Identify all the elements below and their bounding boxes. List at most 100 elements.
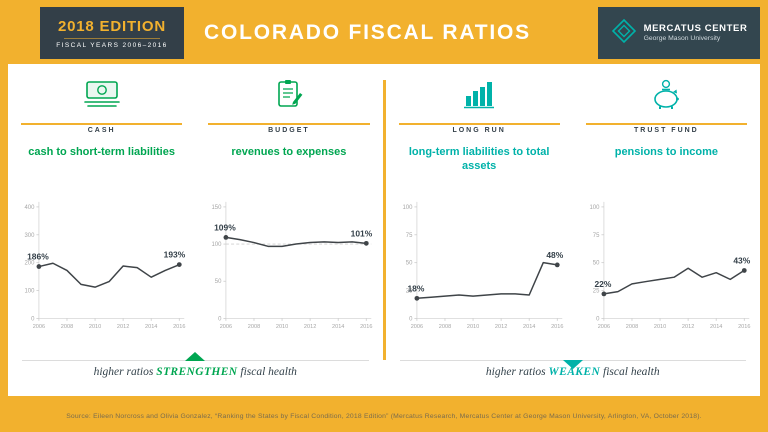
svg-text:2006: 2006 [597, 324, 609, 330]
svg-text:50: 50 [593, 261, 600, 267]
line-chart-svg: 0 25 50 75 100 2006 2008 2010 2012 2014 2016 18% 48% [402, 201, 563, 330]
svg-text:2006: 2006 [410, 324, 422, 330]
svg-text:2010: 2010 [466, 324, 478, 330]
panel-budget: BUDGET revenues to expenses 0 50 100 150 200… [195, 77, 382, 360]
svg-text:100: 100 [24, 289, 35, 295]
svg-text:2016: 2016 [173, 324, 185, 330]
panel-label-long-run: LONG RUN [395, 119, 564, 135]
badge-divider [64, 37, 160, 39]
svg-text:2010: 2010 [654, 324, 666, 330]
logo-subname: George Mason University [643, 34, 721, 42]
svg-text:400: 400 [24, 205, 35, 211]
svg-text:2014: 2014 [145, 324, 157, 330]
svg-text:0: 0 [218, 316, 222, 322]
svg-text:2014: 2014 [710, 324, 722, 330]
panel-trust-fund: TRUST FUND pensions to income 0 25 50 75 100… [573, 77, 760, 360]
page-title: COLORADO FISCAL RATIOS [204, 21, 531, 44]
svg-text:48%: 48% [546, 250, 563, 260]
svg-text:25: 25 [593, 289, 600, 295]
panel-title-trust-fund: pensions to income [614, 146, 719, 158]
right-panels: LONG RUN long-term liabilities to total … [386, 77, 761, 360]
caption-prefix: higher ratios [93, 366, 157, 378]
logo-text: MERCATUS CENTER George Mason University [644, 23, 748, 43]
svg-text:100: 100 [589, 205, 600, 211]
panel-title-cash: cash to short-term liabilities [28, 146, 175, 158]
edition-title: 2018 EDITION [58, 17, 166, 35]
svg-text:50: 50 [405, 261, 412, 267]
svg-text:2016: 2016 [551, 324, 563, 330]
svg-text:300: 300 [24, 233, 35, 239]
svg-text:2010: 2010 [276, 324, 288, 330]
caption-prefix: higher ratios [485, 366, 549, 378]
svg-text:101%: 101% [351, 228, 373, 238]
panel-label-text: BUDGET [260, 127, 318, 134]
header: 2018 EDITION FISCAL YEARS 2006–2016 COLO… [40, 7, 760, 59]
svg-text:2008: 2008 [626, 324, 638, 330]
caption-emphasis: STRENGTHEN [156, 366, 238, 378]
bar-chart-icon [462, 77, 496, 111]
svg-text:193%: 193% [164, 250, 186, 260]
source-citation: Source: Eileen Norcross and Olivia Gonza… [66, 413, 702, 420]
svg-text:75: 75 [405, 233, 412, 239]
panel-title-budget: revenues to expenses [231, 146, 347, 158]
svg-text:2014: 2014 [523, 324, 535, 330]
caption-suffix: fiscal health [600, 366, 660, 378]
caption-emphasis: WEAKEN [548, 366, 601, 378]
panel-label-budget: BUDGET [204, 119, 373, 135]
panel-long-run: LONG RUN long-term liabilities to total … [386, 77, 573, 360]
svg-text:2012: 2012 [494, 324, 506, 330]
trust-fund-chart: 0 25 50 75 100 2006 2008 2010 2012 2014 2016 22% 43% [582, 187, 751, 336]
panel-label-text: TRUST FUND [626, 127, 707, 134]
svg-text:43%: 43% [733, 255, 750, 265]
svg-text:150: 150 [212, 205, 223, 211]
line-chart-svg: 0 25 50 75 100 2006 2008 2010 2012 2014 2016 22% 43% [589, 201, 750, 330]
svg-text:109%: 109% [214, 222, 236, 232]
svg-text:186%: 186% [27, 252, 49, 262]
long-run-chart: 0 25 50 75 100 2006 2008 2010 2012 2014 2016 18% 48% [395, 187, 564, 336]
left-panels: CASH cash to short-term liabilities 0 100… [8, 77, 383, 360]
strengthen-up-triangle-icon [185, 352, 206, 361]
panel-label-cash: CASH [17, 119, 186, 135]
weaken-half: LONG RUN long-term liabilities to total … [386, 64, 761, 396]
svg-text:2006: 2006 [220, 324, 232, 330]
cash-money-icon [80, 77, 124, 111]
svg-text:2006: 2006 [33, 324, 45, 330]
fiscal-years-label: FISCAL YEARS 2006–2016 [56, 41, 168, 49]
caption-suffix: fiscal health [237, 366, 297, 378]
svg-text:50: 50 [215, 279, 222, 285]
svg-text:2012: 2012 [117, 324, 129, 330]
line-chart-svg: 0 50 100 150 2006 2008 2010 2012 2014 2016 109% 101… [212, 201, 373, 330]
center-divider [382, 80, 386, 360]
panel-label-text: LONG RUN [444, 127, 514, 134]
svg-text:2012: 2012 [682, 324, 694, 330]
svg-text:75: 75 [593, 233, 600, 239]
panel-label-trust-fund: TRUST FUND [582, 119, 751, 135]
svg-text:100: 100 [212, 242, 223, 248]
svg-text:2008: 2008 [438, 324, 450, 330]
weaken-caption: higher ratios WEAKEN fiscal health [399, 360, 746, 389]
svg-text:0: 0 [409, 316, 413, 322]
weaken-down-triangle-icon [562, 360, 583, 369]
piggy-bank-icon [648, 77, 684, 111]
svg-text:2008: 2008 [248, 324, 260, 330]
svg-text:2014: 2014 [332, 324, 344, 330]
strengthen-half: CASH cash to short-term liabilities 0 100… [8, 64, 383, 396]
svg-text:2016: 2016 [738, 324, 750, 330]
svg-text:200: 200 [24, 261, 35, 267]
budget-clipboard-icon [273, 77, 305, 111]
svg-text:22%: 22% [594, 279, 611, 289]
svg-text:0: 0 [31, 316, 35, 322]
svg-text:2010: 2010 [89, 324, 101, 330]
edition-badge: 2018 EDITION FISCAL YEARS 2006–2016 [40, 7, 184, 59]
mercatus-logo-icon [611, 18, 637, 49]
svg-text:2012: 2012 [304, 324, 316, 330]
content-card: CASH cash to short-term liabilities 0 100… [8, 64, 760, 396]
svg-text:2016: 2016 [360, 324, 372, 330]
panel-title-long-run: long-term liabilities to total assets [408, 146, 550, 173]
panel-cash: CASH cash to short-term liabilities 0 100… [8, 77, 195, 360]
svg-text:100: 100 [402, 205, 413, 211]
svg-text:0: 0 [596, 316, 600, 322]
svg-text:18%: 18% [407, 283, 424, 293]
logo-name: MERCATUS CENTER [643, 22, 748, 34]
